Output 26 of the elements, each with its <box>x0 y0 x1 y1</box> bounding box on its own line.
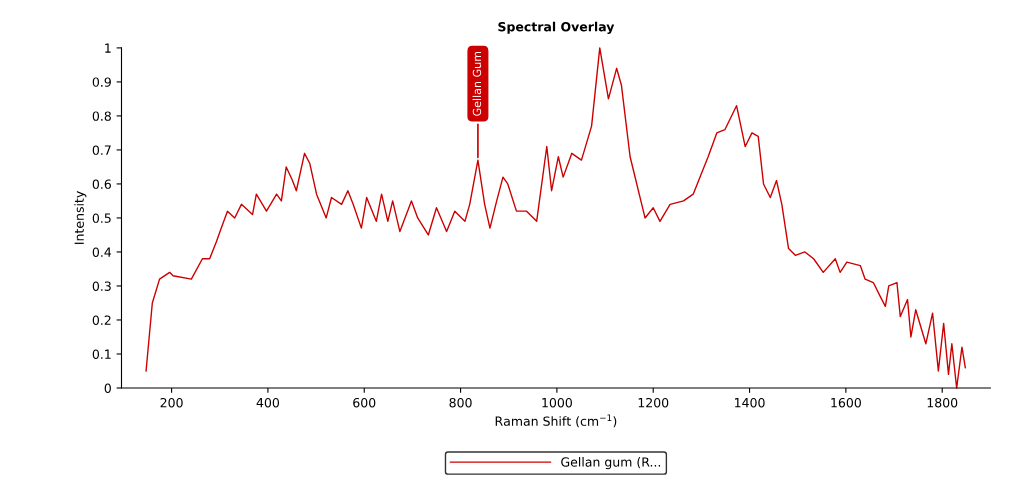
y-tick-label: 0.2 <box>92 315 111 325</box>
y-tick-label: 1 <box>105 43 111 53</box>
y-tick-label: 0.8 <box>92 111 111 121</box>
y-tick-label: 0.3 <box>92 281 111 291</box>
line-series <box>145 47 967 389</box>
x-tick-label: 200 <box>160 397 183 408</box>
y-tick-label: 0 <box>104 383 111 393</box>
x-tick-label: 600 <box>353 397 376 408</box>
text: Gellan gum (R... <box>561 457 661 470</box>
x-tick-label: 400 <box>256 397 280 408</box>
chart-title: Spectral Overlay <box>498 21 615 34</box>
y-tick-label: 0.5 <box>92 213 111 223</box>
y-tick-label: 0.1 <box>92 349 111 359</box>
x-tick-label: 1600 <box>831 397 861 408</box>
x-axis-title: Raman Shift (cm$^{−1}$) <box>495 414 617 428</box>
y-tick-label: 0.4 <box>92 247 112 257</box>
x-tick-label: 1200 <box>638 397 669 408</box>
x-tick-label: 800 <box>449 397 472 408</box>
y-tick-label: 0.6 <box>92 179 111 189</box>
y-tick-label: 0.9 <box>92 77 111 87</box>
y-axis-title: Intensity <box>74 191 87 244</box>
x-tick-label: 1800 <box>927 397 958 408</box>
x-tick-label: 1400 <box>735 397 765 408</box>
annotation: Gellan Gum <box>472 51 482 116</box>
y-tick-label: 0.7 <box>92 145 111 155</box>
x-tick-label: 1000 <box>542 397 572 408</box>
